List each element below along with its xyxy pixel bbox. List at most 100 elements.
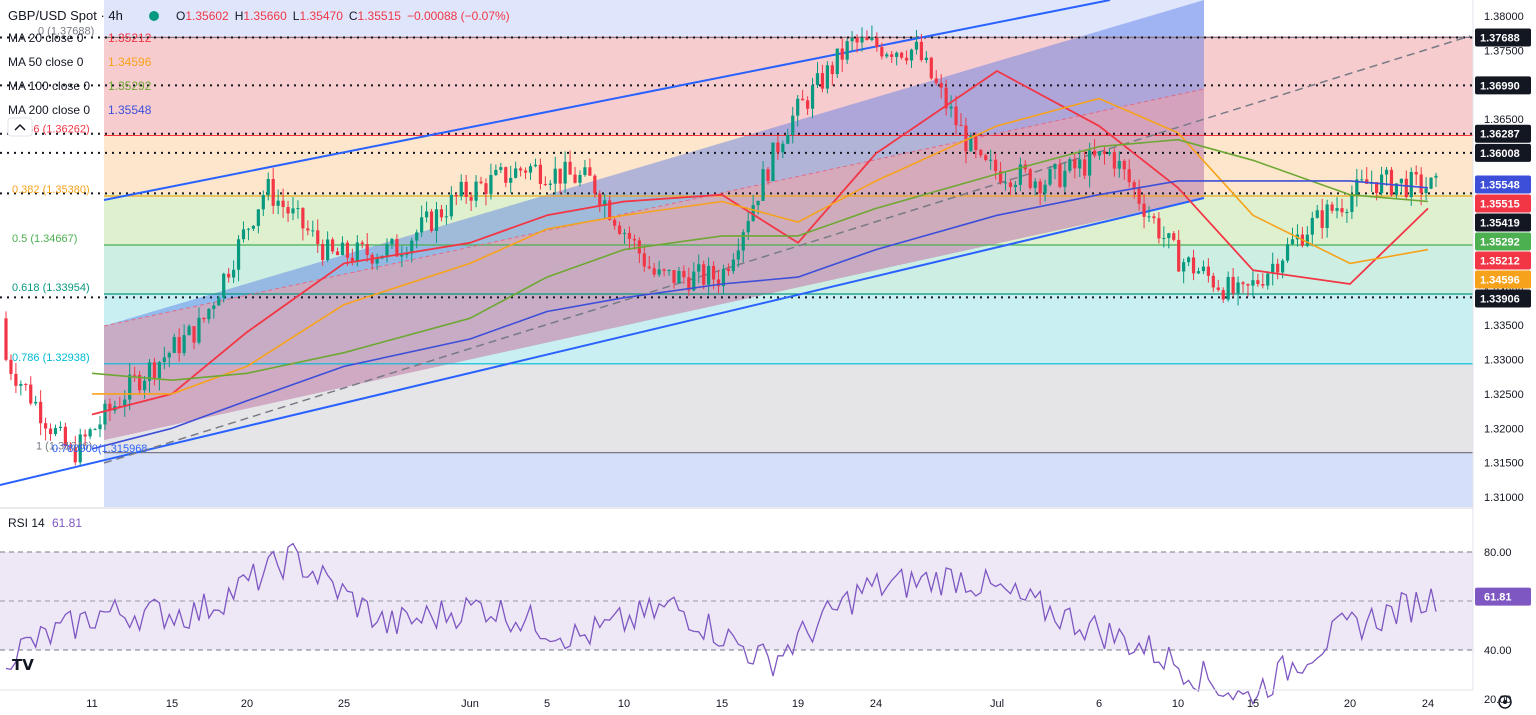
candle-body — [1167, 233, 1171, 239]
time-tick-0: 11 — [86, 698, 97, 710]
candle-body — [464, 181, 468, 197]
candle-body — [519, 168, 523, 171]
candle-body — [1424, 188, 1428, 194]
candle-body — [1246, 284, 1250, 286]
candle-body — [1063, 170, 1067, 187]
candle-body — [558, 168, 562, 184]
candle-body — [1018, 164, 1022, 185]
legend-value-0: 1.35212 — [108, 31, 152, 45]
price-badge-bg-8 — [1475, 251, 1531, 270]
candle-body — [88, 429, 92, 437]
candle-body — [39, 401, 43, 424]
price-badge-bg-5 — [1475, 194, 1531, 213]
candle-body — [533, 164, 538, 167]
candle-body — [1216, 287, 1220, 291]
rsi-label[interactable]: RSI 14 — [8, 516, 45, 530]
candle-body — [929, 57, 933, 79]
candle-body — [444, 216, 448, 218]
candle-body — [251, 225, 256, 229]
candle-body — [172, 336, 176, 353]
candle-body — [855, 38, 859, 43]
candle-body — [1414, 172, 1418, 175]
candle-body — [652, 268, 656, 275]
candle-body — [741, 232, 745, 251]
gear-icon[interactable] — [1498, 695, 1512, 709]
candle-body — [1177, 239, 1181, 272]
price-badge-bg-9 — [1475, 270, 1531, 289]
candle-body — [147, 362, 152, 381]
candle-body — [914, 41, 919, 50]
candle-body — [1117, 160, 1121, 169]
legend-label-3[interactable]: MA 200 close 0 — [8, 103, 90, 117]
candle-body — [296, 208, 300, 210]
candle-body — [1231, 276, 1235, 294]
candle-body — [1127, 169, 1131, 183]
candle-body — [330, 239, 335, 252]
candle-body — [128, 374, 132, 400]
fib-label-4: 0.618 (1.33954) — [12, 282, 90, 294]
candle-body — [904, 57, 909, 61]
candle-body — [746, 220, 750, 233]
candle-body — [939, 82, 943, 88]
candle-body — [1142, 203, 1146, 217]
candle-body — [895, 52, 899, 57]
legend-label-1[interactable]: MA 50 close 0 — [8, 55, 84, 69]
candle-body — [642, 253, 646, 267]
rsi-tick-1: 40.00 — [1484, 645, 1512, 657]
symbol-title[interactable]: GBP/USD Spot · 4h — [8, 8, 123, 23]
candle-body — [994, 159, 998, 172]
candle-body — [58, 426, 63, 429]
tradingview-logo-icon: 𝗧𝗩 — [12, 657, 34, 674]
time-tick-9: 24 — [870, 698, 882, 710]
price-badge-8: 1.35212 — [1480, 255, 1520, 267]
price-badge-4: 1.35548 — [1480, 179, 1520, 191]
settings-gear-icon[interactable] — [1498, 695, 1512, 709]
candle-body — [825, 65, 829, 89]
candle-body — [716, 279, 721, 287]
candle-body — [232, 269, 236, 278]
candle-body — [613, 219, 617, 226]
price-tick-9: 1.33500 — [1484, 320, 1524, 332]
candle-body — [53, 428, 58, 435]
candle-body — [1038, 181, 1042, 194]
ohlc-key-h: H — [235, 9, 244, 23]
candle-body — [622, 232, 627, 234]
candle-body — [776, 142, 780, 153]
candle-body — [751, 205, 755, 221]
indicator-legend: MA 20 close 0 1.35212 MA 50 close 0 1.34596… — [8, 31, 152, 117]
rsi-badge-bg — [1475, 587, 1531, 606]
candle-body — [1256, 280, 1260, 285]
candle-body — [1162, 238, 1166, 240]
candle-body — [19, 383, 23, 386]
candle-body — [820, 73, 825, 89]
candle-body — [974, 135, 978, 151]
candle-body — [1394, 183, 1399, 195]
ohlc-values: O1.35602 H1.35660 L1.35470 C1.35515 −0.00088… — [176, 9, 510, 23]
collapse-button-bg[interactable] — [7, 117, 33, 137]
candle-body — [360, 242, 364, 245]
channel-label: 0.780900(1.315968 — [52, 443, 147, 455]
candle-body — [103, 403, 107, 425]
time-tick-10: Jul — [990, 698, 1004, 710]
tradingview-logo: 𝗧𝗩 — [12, 657, 34, 674]
legend-value-1: 1.34596 — [108, 55, 152, 69]
candle-body — [1261, 284, 1265, 286]
channel-upper-line — [103, 0, 1111, 201]
collapse-legend-button[interactable] — [7, 117, 33, 137]
price-tick-1: 1.37500 — [1484, 45, 1524, 57]
legend-label-2[interactable]: MA 100 close 0 — [8, 79, 90, 93]
candle-body — [390, 239, 394, 244]
candle-body — [108, 403, 112, 411]
candle-body — [266, 179, 270, 196]
candle-body — [187, 326, 191, 336]
candle-body — [791, 115, 795, 135]
candle-body — [420, 217, 424, 233]
market-status-icon — [149, 11, 159, 21]
legend-label-0[interactable]: MA 20 close 0 — [8, 31, 84, 45]
candle-body — [1008, 182, 1013, 188]
candle-body — [528, 166, 533, 173]
candle-body — [207, 308, 211, 320]
price-badge-bg-7 — [1475, 232, 1531, 251]
candle-body — [632, 238, 637, 241]
candle-body — [301, 208, 305, 229]
